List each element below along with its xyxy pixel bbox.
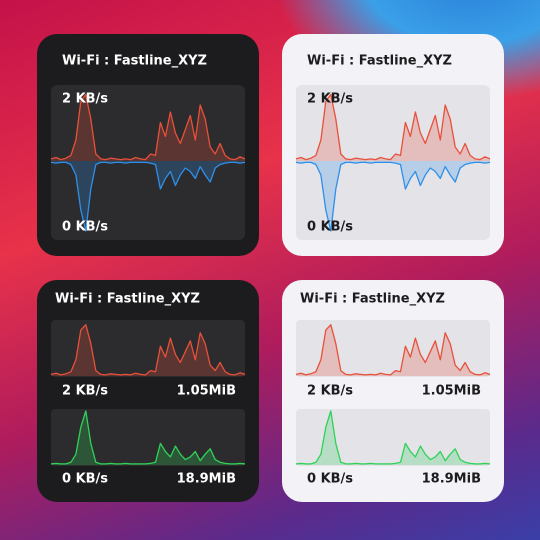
download-area	[51, 94, 245, 161]
upload-line	[50, 161, 246, 232]
download-area	[51, 324, 245, 376]
upload-line	[295, 161, 491, 232]
download-line	[295, 93, 491, 161]
plot-area	[51, 320, 245, 377]
max-label: 2 KB/s	[307, 92, 353, 107]
rate-label: 2 KB/s	[62, 384, 108, 399]
download-line	[295, 324, 491, 376]
download-line	[50, 93, 246, 161]
max-label: 2 KB/s	[62, 92, 108, 107]
plot-area	[51, 409, 245, 466]
total-label: 18.9MiB	[422, 472, 481, 487]
rate-label: 2 KB/s	[307, 384, 353, 399]
total-label: 1.05MiB	[422, 384, 481, 399]
download-line	[50, 324, 246, 376]
widget-title: Wi-Fi : Fastline_XYZ	[307, 54, 452, 69]
download-area	[296, 94, 490, 161]
widget-title: Wi-Fi : Fastline_XYZ	[55, 292, 200, 307]
upload-line	[50, 410, 246, 465]
widget-title: Wi-Fi : Fastline_XYZ	[62, 54, 207, 69]
plot-area	[296, 409, 490, 466]
upload-line	[295, 410, 491, 465]
min-label: 0 KB/s	[62, 220, 108, 235]
total-label: 1.05MiB	[177, 384, 236, 399]
min-label: 0 KB/s	[307, 220, 353, 235]
total-label: 18.9MiB	[177, 472, 236, 487]
rate-label: 0 KB/s	[307, 472, 353, 487]
plot-area	[296, 320, 490, 377]
widget-title: Wi-Fi : Fastline_XYZ	[300, 292, 445, 307]
rate-label: 0 KB/s	[62, 472, 108, 487]
download-area	[296, 324, 490, 376]
